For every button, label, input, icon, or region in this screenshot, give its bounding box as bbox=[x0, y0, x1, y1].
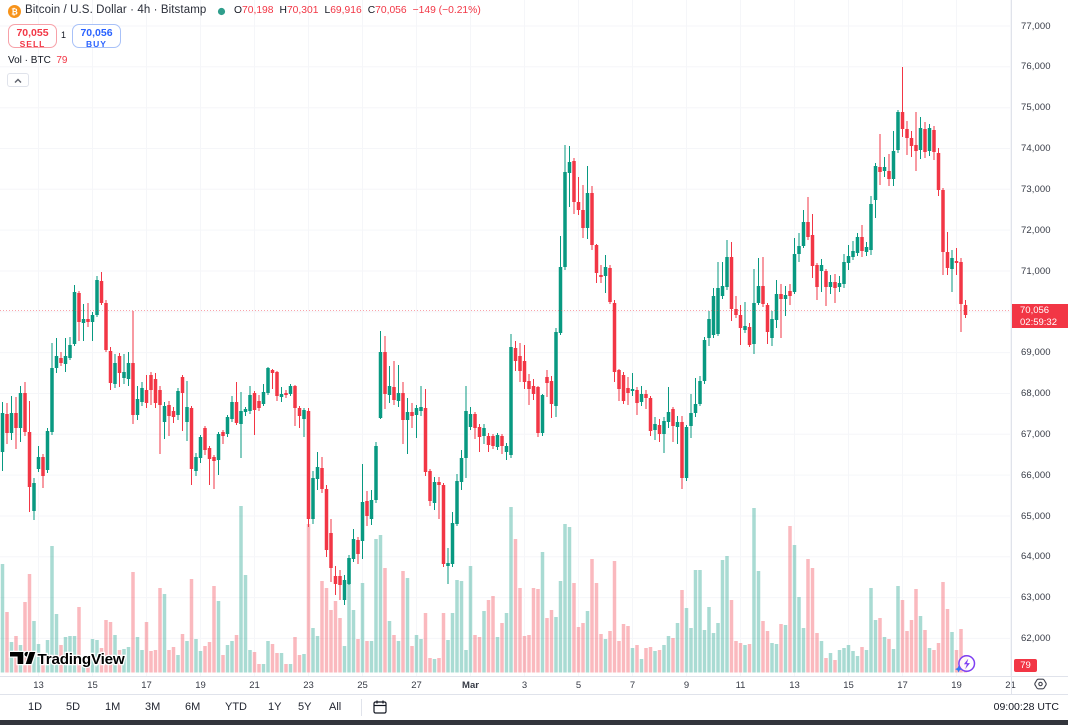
svg-text:TradingView: TradingView bbox=[38, 651, 125, 668]
svg-text:₿: ₿ bbox=[11, 7, 18, 16]
